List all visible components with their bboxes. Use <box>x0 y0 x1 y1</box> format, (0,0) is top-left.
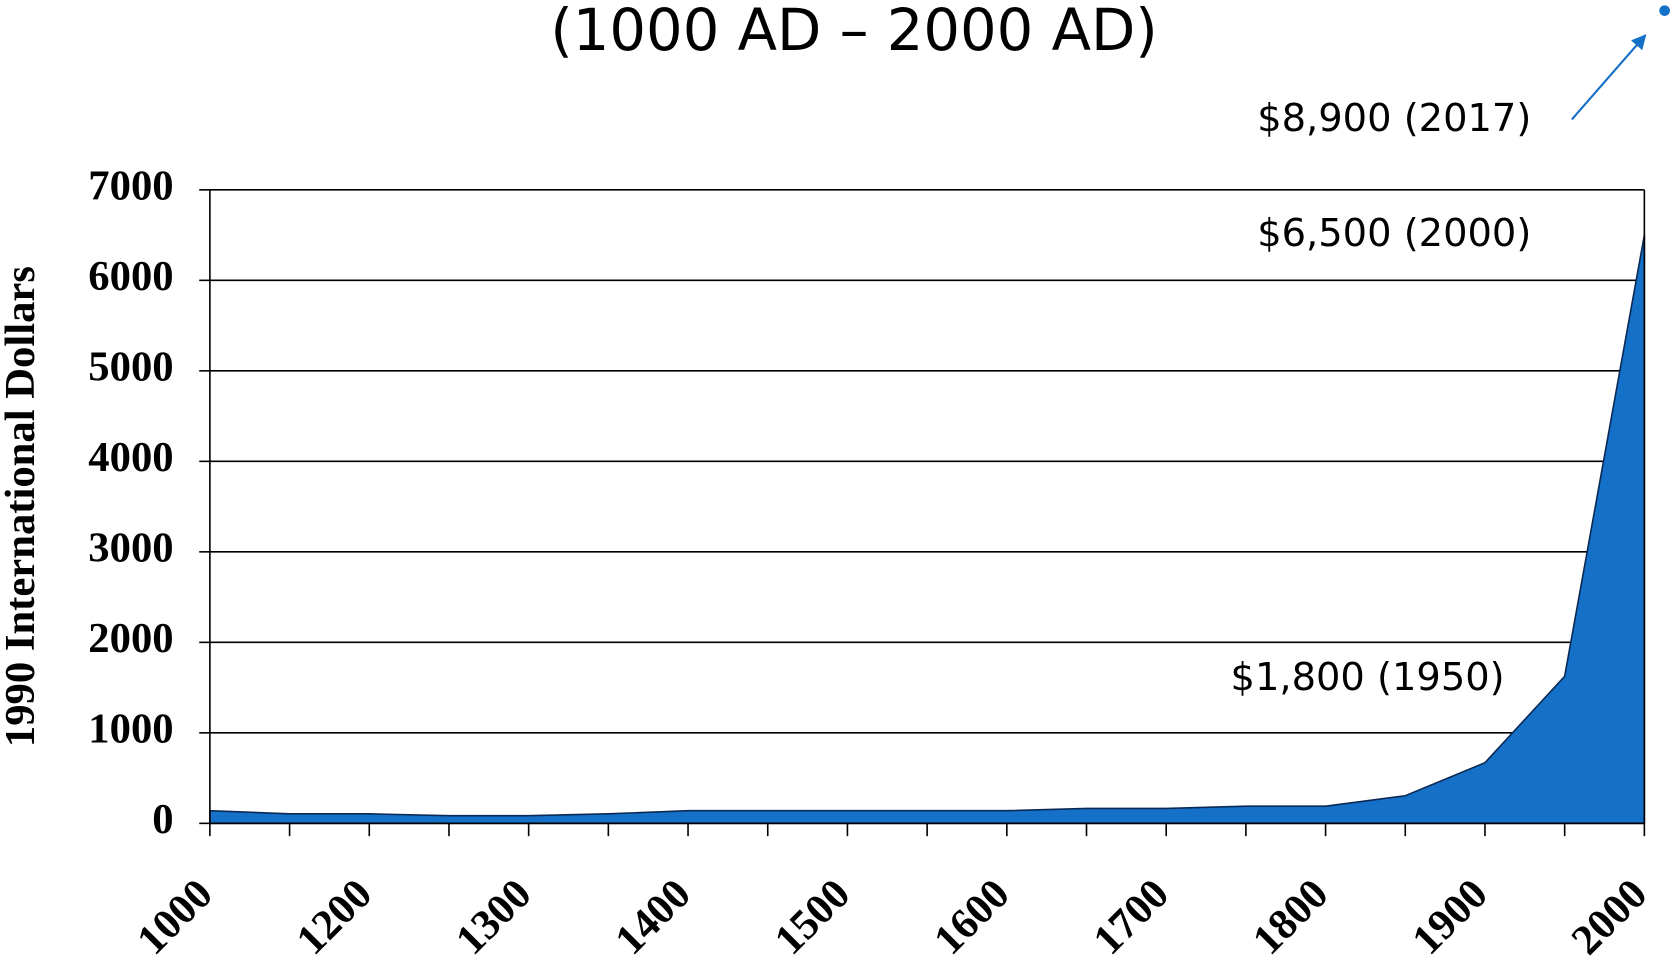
y-tick-label: 7000 <box>88 163 173 210</box>
y-tick-label: 5000 <box>88 344 173 391</box>
x-tick-label: 1800 <box>1244 870 1338 964</box>
x-tick-label: 1400 <box>606 870 700 964</box>
y-tick-label: 1000 <box>88 706 173 753</box>
x-tick-label: 1600 <box>925 870 1019 964</box>
y-tick-label: 6000 <box>88 253 173 300</box>
annotation: $6,500 (2000) <box>1257 211 1531 256</box>
x-tick-label: 1500 <box>766 870 860 964</box>
x-tick-label: 1200 <box>288 870 382 964</box>
x-tick-label: 1700 <box>1085 870 1179 964</box>
y-tick-label: 0 <box>152 796 173 843</box>
y-tick-label: 4000 <box>88 434 173 481</box>
x-tick-label: 1900 <box>1403 870 1497 964</box>
annotation-dot <box>1659 5 1670 16</box>
y-tick-label: 2000 <box>88 615 173 662</box>
chart-title: (1000 AD – 2000 AD) <box>550 0 1157 64</box>
annotation-arrow <box>1571 34 1647 121</box>
x-tick-label: 1000 <box>128 870 222 964</box>
y-axis-label: 1990 International Dollars <box>0 266 44 747</box>
area <box>209 234 1646 825</box>
y-tick-label: 3000 <box>88 525 173 572</box>
x-tick-label: 1300 <box>447 870 541 964</box>
x-tick-label: 2000 <box>1563 870 1657 964</box>
annotation: $1,800 (1950) <box>1231 655 1505 700</box>
annotation: $8,900 (2017) <box>1257 96 1531 141</box>
